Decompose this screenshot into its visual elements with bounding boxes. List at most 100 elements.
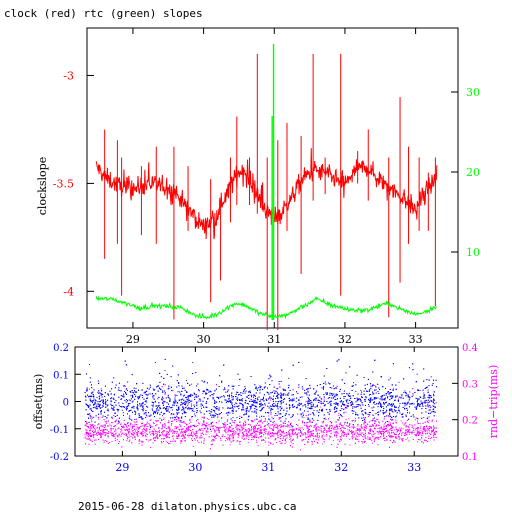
offset-point [388, 379, 389, 380]
offset-point [173, 401, 174, 402]
offset-point [89, 413, 90, 414]
offset-point [325, 382, 326, 383]
offset-point [308, 397, 309, 398]
offset-point [159, 388, 160, 389]
offset-point [362, 410, 363, 411]
offset-point [182, 386, 183, 387]
roundtrip-point [398, 398, 399, 399]
offset-point [360, 399, 361, 400]
roundtrip-point [101, 433, 102, 434]
roundtrip-point [338, 415, 339, 416]
offset-point [238, 408, 239, 409]
offset-point [121, 395, 122, 396]
offset-point [375, 404, 376, 405]
offset-point [211, 391, 212, 392]
offset-point [261, 403, 262, 404]
offset-point [132, 412, 133, 413]
offset-point [155, 411, 156, 412]
offset-point [250, 408, 251, 409]
offset-point [426, 379, 427, 380]
offset-point [126, 402, 127, 403]
offset-point [316, 391, 317, 392]
offset-point [264, 387, 265, 388]
offset-point [155, 362, 156, 363]
offset-point [260, 389, 261, 390]
offset-point [253, 401, 254, 402]
roundtrip-point [415, 429, 416, 430]
offset-point [118, 403, 119, 404]
offset-point [270, 410, 271, 411]
offset-point [431, 401, 432, 402]
offset-point [121, 406, 122, 407]
offset-point [206, 393, 207, 394]
roundtrip-point [322, 422, 323, 423]
offset-point [279, 387, 280, 388]
offset-point [275, 413, 276, 414]
offset-point [196, 408, 197, 409]
offset-point [308, 419, 309, 420]
offset-point [305, 404, 306, 405]
offset-point [134, 419, 135, 420]
offset-point [348, 403, 349, 404]
offset-point [237, 398, 238, 399]
offset-point [176, 387, 177, 388]
offset-point [167, 374, 168, 375]
offset-point [261, 416, 262, 417]
offset-point [331, 398, 332, 399]
offset-point [257, 402, 258, 403]
offset-point [203, 391, 204, 392]
offset-point [390, 410, 391, 411]
offset-point [307, 417, 308, 418]
offset-point [99, 401, 100, 402]
offset-point [200, 401, 201, 402]
offset-point [90, 400, 91, 401]
offset-point [207, 382, 208, 383]
offset-point [346, 401, 347, 402]
offset-point [160, 408, 161, 409]
offset-point [107, 410, 108, 411]
offset-point [234, 406, 235, 407]
roundtrip-point [158, 431, 159, 432]
offset-point [370, 399, 371, 400]
offset-point [123, 396, 124, 397]
offset-point [407, 395, 408, 396]
offset-point [324, 397, 325, 398]
top-ytick-label-0: -3 [63, 69, 74, 82]
roundtrip-point [90, 428, 91, 429]
offset-point [173, 414, 174, 415]
offset-point [422, 403, 423, 404]
top-ytick-label-2: -4 [63, 285, 74, 298]
offset-point [353, 382, 354, 383]
offset-point [386, 406, 387, 407]
offset-point [185, 404, 186, 405]
offset-point [248, 416, 249, 417]
offset-point [427, 418, 428, 419]
offset-point [231, 393, 232, 394]
offset-point [213, 415, 214, 416]
offset-point [331, 393, 332, 394]
offset-point [157, 407, 158, 408]
offset-point [349, 366, 350, 367]
offset-point [188, 396, 189, 397]
roundtrip-point [320, 407, 321, 408]
offset-point [203, 407, 204, 408]
roundtrip-point [430, 438, 431, 439]
offset-point [213, 410, 214, 411]
offset-point [430, 413, 431, 414]
roundtrip-point [86, 436, 87, 437]
offset-point [381, 396, 382, 397]
offset-point [282, 416, 283, 417]
offset-point [388, 405, 389, 406]
offset-point [370, 383, 371, 384]
roundtrip-point [150, 447, 151, 448]
offset-point [221, 381, 222, 382]
offset-point [102, 394, 103, 395]
offset-point [405, 392, 406, 393]
offset-point [114, 402, 115, 403]
offset-point [384, 412, 385, 413]
roundtrip-point [388, 435, 389, 436]
offset-point [225, 399, 226, 400]
offset-point [194, 393, 195, 394]
offset-point [378, 403, 379, 404]
